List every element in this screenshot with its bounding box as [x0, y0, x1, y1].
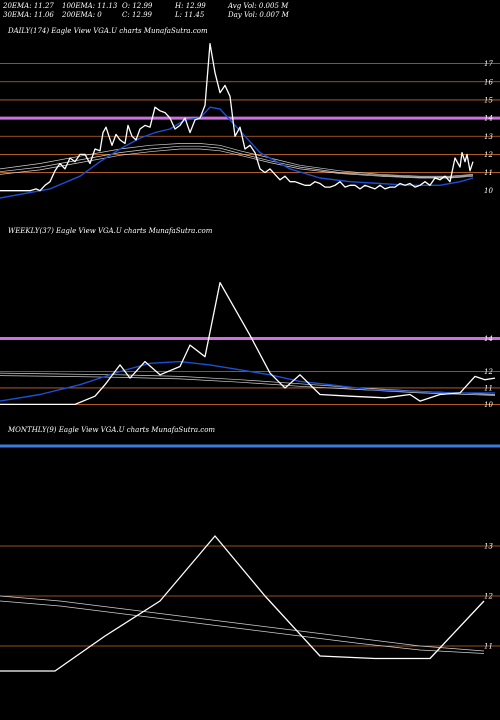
ema200-stat: 200EMA: 0 — [62, 11, 102, 19]
stats-header: 20EMA: 11.27 30EMA: 11.06 100EMA: 11.13 … — [0, 0, 500, 20]
high-stat: H: 12.99 — [175, 2, 206, 10]
y-tick-label: 15 — [484, 96, 493, 104]
weekly-chart-title: WEEKLY(37) Eagle View VGA.U charts Munaf… — [8, 227, 213, 235]
ema-long-line — [0, 148, 474, 179]
y-tick-label: 12 — [484, 151, 493, 159]
ema-short-line — [0, 360, 495, 402]
weekly-chart: 14 12 11 10 — [0, 281, 500, 409]
avg-vol-stat: Avg Vol: 0.005 M — [228, 2, 289, 10]
y-tick-label: 13 — [484, 133, 493, 141]
ema-short-line — [0, 106, 474, 199]
y-tick-label: 12 — [484, 593, 493, 601]
y-tick-label: 13 — [484, 543, 493, 551]
ema20-stat: 20EMA: 11.27 — [3, 2, 54, 10]
y-tick-label: 12 — [484, 368, 493, 376]
day-vol-stat: Day Vol: 0.007 M — [228, 11, 289, 19]
y-tick-label: 14 — [484, 115, 493, 123]
open-stat: O: 12.99 — [122, 2, 153, 10]
y-tick-label: 17 — [484, 60, 493, 68]
daily-chart: 17 16 15 14 13 12 11 10 — [0, 42, 500, 199]
y-tick-label: 11 — [484, 384, 493, 392]
ema-long-line — [0, 375, 496, 396]
low-stat: L: 11.45 — [175, 11, 205, 19]
monthly-chart: 13 12 11 — [0, 444, 500, 672]
ema-long-line — [0, 145, 474, 178]
y-tick-label: 11 — [484, 169, 493, 177]
ema-long-line — [0, 600, 485, 654]
price-line — [0, 42, 474, 192]
y-tick-label: 10 — [484, 187, 493, 195]
y-tick-label: 10 — [484, 401, 493, 409]
y-tick-label: 16 — [484, 78, 493, 86]
price-line — [0, 535, 485, 672]
price-line — [0, 281, 496, 406]
monthly-chart-title: MONTHLY(9) Eagle View VGA.U charts Munaf… — [8, 426, 216, 434]
ema100-stat: 100EMA: 11.13 — [62, 2, 118, 10]
ema-long-line — [0, 595, 485, 652]
y-tick-label: 14 — [484, 335, 493, 343]
ema-long-line — [0, 143, 474, 177]
ema30-stat: 30EMA: 11.06 — [3, 11, 54, 19]
close-stat: C: 12.99 — [122, 11, 152, 19]
daily-chart-title: DAILY(174) Eagle View VGA.U charts Munaf… — [8, 27, 208, 35]
y-tick-label: 11 — [484, 643, 493, 651]
